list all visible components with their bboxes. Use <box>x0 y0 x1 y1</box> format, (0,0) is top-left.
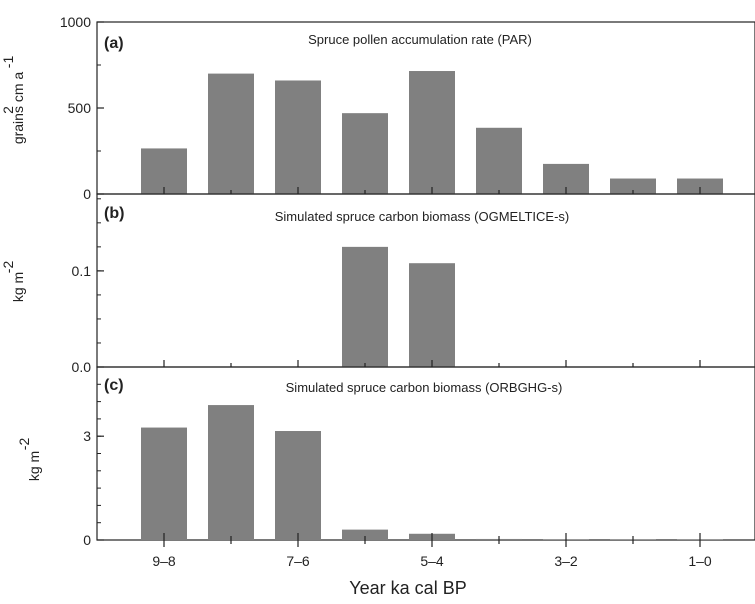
bar-1–0 <box>677 178 723 194</box>
panel-a-ylabel-text: grains cm a <box>10 72 26 145</box>
bar-5–4 <box>409 263 455 367</box>
panel-c-bars <box>141 405 723 540</box>
bar-5–4 <box>409 71 455 194</box>
panel-b-yticks: 0.0 0.1 <box>72 198 104 375</box>
y-tick-label: 0 <box>83 186 91 202</box>
x-tick-label: 3–2 <box>554 553 578 569</box>
panel-b-title: Simulated spruce carbon biomass (OGMELTI… <box>275 209 570 224</box>
x-tick-label: 9–8 <box>152 553 176 569</box>
bar-9–8 <box>141 148 187 194</box>
x-tick-label: 5–4 <box>420 553 444 569</box>
panel-b-bars <box>342 246 455 367</box>
panel-a-ylabel-sup-1: 2 <box>0 106 16 114</box>
panel-c-yticks: 03 <box>83 366 104 548</box>
y-tick-label: 0.0 <box>72 359 92 375</box>
panel-c: (c) Simulated spruce carbon biomass (ORB… <box>16 366 755 548</box>
y-tick-label: 3 <box>83 428 91 444</box>
panel-b-ylabel: kg m <box>10 272 26 302</box>
x-tick-label: 7–6 <box>286 553 310 569</box>
y-tick-label: 0 <box>83 532 91 548</box>
bar-7–6 <box>275 80 321 194</box>
panel-b-ylabel-sup: -2 <box>0 261 16 274</box>
x-axis-label: Year ka cal BP <box>349 578 466 598</box>
bar-9–8 <box>141 427 187 540</box>
bar-6–5 <box>342 529 388 540</box>
y-tick-label: 0.1 <box>72 263 92 279</box>
panel-c-ylabel: kg m <box>26 451 42 481</box>
bar-8–7 <box>208 73 254 194</box>
panel-a: (a) Spruce pollen accumulation rate (PAR… <box>0 14 755 202</box>
panel-c-title: Simulated spruce carbon biomass (ORBGHG-… <box>286 380 563 395</box>
y-tick-label: 500 <box>68 100 92 116</box>
bar-2–1 <box>610 178 656 194</box>
panel-b: (b) Simulated spruce carbon biomass (OGM… <box>0 193 755 375</box>
x-tick-label: 1–0 <box>688 553 712 569</box>
panel-b-tag: (b) <box>104 205 124 222</box>
bar-6–5 <box>342 113 388 194</box>
bar-6–5 <box>342 246 388 367</box>
panel-a-ylabel-sup-2: -1 <box>0 56 16 69</box>
bar-7–6 <box>275 431 321 540</box>
panel-c-tag: (c) <box>104 377 124 394</box>
panel-a-bars <box>141 71 723 194</box>
panel-a-title: Spruce pollen accumulation rate (PAR) <box>308 32 532 47</box>
panel-c-ylabel-sup: -2 <box>16 438 32 451</box>
y-tick-label: 1000 <box>60 14 91 30</box>
bar-8–7 <box>208 405 254 540</box>
panel-a-yticks: 0 500 1000 <box>60 14 104 202</box>
bar-4–3 <box>476 127 522 194</box>
panel-a-ylabel: grains cm a <box>10 72 26 145</box>
x-axis: 9–8 7–6 5–4 3–2 1–0 <box>152 540 712 569</box>
panel-a-tag: (a) <box>104 35 124 52</box>
